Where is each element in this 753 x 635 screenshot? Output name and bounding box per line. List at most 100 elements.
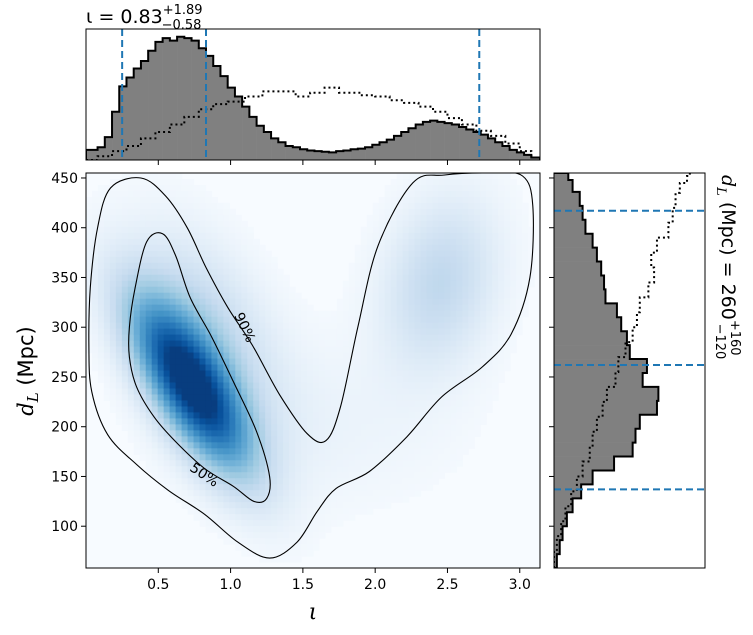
heatmap-cell [115,352,123,360]
heatmap-cell [229,364,236,372]
heatmap-cell [498,220,505,228]
heatmap-cell [193,502,201,509]
heatmap-cell [396,400,404,407]
heatmap-cell [402,334,410,342]
heatmap-cell [342,460,350,467]
heatmap-cell [97,322,105,330]
heatmap-cell [354,436,362,443]
heatmap-cell [253,376,260,384]
top-hist-bar [386,139,395,160]
heatmap-cell [342,412,350,419]
top-hist-bar [372,144,380,160]
heatmap-cell [103,394,111,402]
heatmap-cell [229,460,236,467]
heatmap-cell [450,280,457,288]
heatmap-cell [151,268,159,276]
heatmap-cell [175,214,183,222]
heatmap-cell [115,298,123,306]
heatmap-cell [486,322,493,330]
heatmap-cell [139,184,147,192]
heatmap-cell [456,256,463,264]
heatmap-cell [235,346,242,354]
heatmap-cell [157,412,165,419]
heatmap-cell [330,520,338,527]
heatmap-cell [187,196,195,204]
top-hist-bar [422,121,431,160]
heatmap-cell [205,334,213,342]
heatmap-cell [420,442,428,449]
heatmap-cell [366,364,374,372]
heatmap-cell [235,250,242,258]
heatmap-cell [223,418,230,425]
heatmap-cell [139,268,147,276]
heatmap-cell [396,244,404,252]
heatmap-cell [133,310,141,318]
heatmap-cell [348,358,356,366]
heatmap-cell [444,280,451,288]
heatmap-cell [348,514,356,521]
heatmap-cell [390,394,398,402]
heatmap-cell [127,346,135,354]
heatmap-cell [181,436,189,443]
heatmap-cell [289,532,296,539]
heatmap-cell [139,286,147,294]
heatmap-cell [139,328,147,336]
heatmap-cell [426,286,434,294]
heatmap-cell [289,502,296,509]
heatmap-cell [426,400,434,407]
heatmap-cell [133,322,141,330]
heatmap-cell [229,418,236,425]
heatmap-cell [492,220,499,228]
heatmap-cell [402,173,410,180]
heatmap-cell [235,442,242,449]
heatmap-cell [259,394,266,402]
heatmap-cell [390,406,398,413]
heatmap-cell [211,514,219,521]
heatmap-cell [163,322,171,330]
heatmap-cell [354,250,362,258]
heatmap-cell [241,484,248,491]
heatmap-cell [187,232,195,240]
heatmap-cell [510,346,517,354]
heatmap-cell [504,256,511,264]
heatmap-cell [450,382,457,390]
heatmap-cell [151,196,159,204]
heatmap-cell [175,412,183,419]
heatmap-cell [307,430,314,437]
heatmap-cell [295,424,302,431]
heatmap-cell [456,232,463,240]
heatmap-cell [366,304,374,312]
heatmap-cell [157,472,165,479]
heatmap-cell [121,406,129,413]
heatmap-cell [516,250,523,258]
heatmap-cell [217,418,224,425]
heatmap-cell [384,208,392,216]
heatmap-cell [444,250,451,258]
heatmap-cell [354,244,362,252]
heatmap-cell [432,196,440,204]
heatmap-cell [271,346,278,354]
heatmap-cell [450,292,457,300]
heatmap-cell [408,250,416,258]
heatmap-cell [450,286,457,294]
heatmap-cell [211,424,219,431]
heatmap-cell [271,298,278,306]
heatmap-cell [229,508,236,515]
heatmap-cell [127,256,135,264]
heatmap-cell [289,376,296,384]
heatmap-cell [283,508,290,515]
heatmap-cell [462,196,469,204]
heatmap-cell [426,358,434,366]
heatmap-cell [253,424,260,431]
heatmap-cell [378,496,386,503]
heatmap-cell [414,196,422,204]
heatmap-cell [157,436,165,443]
heatmap-cell [241,280,248,288]
heatmap-cell [169,370,177,378]
heatmap-cell [426,424,434,431]
heatmap-cell [420,244,428,252]
heatmap-cell [366,382,374,390]
heatmap-cell [414,202,422,210]
heatmap-cell [151,442,159,449]
heatmap-cell [348,328,356,336]
